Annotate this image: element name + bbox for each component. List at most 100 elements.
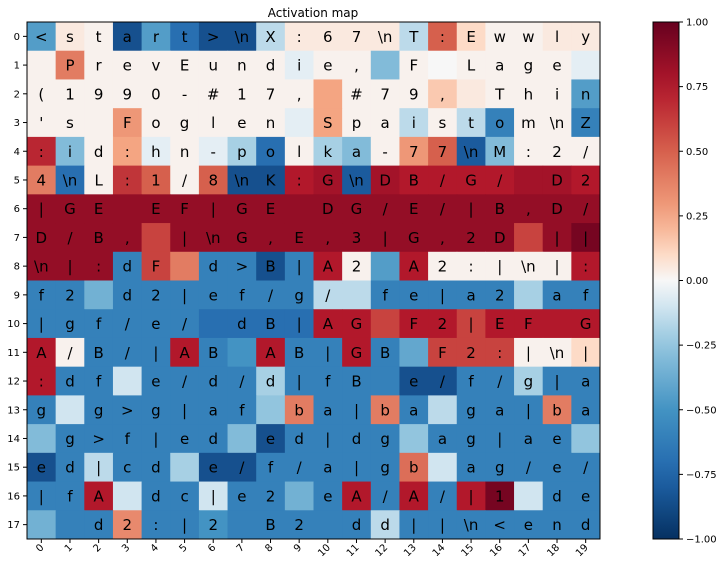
heatmap-cell: [141, 309, 171, 339]
heatmap-cell: [27, 481, 57, 511]
heatmap-cell: [256, 452, 286, 483]
cell-token: d: [380, 516, 390, 534]
heatmap-cell: [27, 22, 57, 52]
heatmap-cell: [313, 510, 343, 540]
heatmap-cell: [256, 309, 286, 339]
heatmap-cell: [514, 165, 544, 195]
cell-token: |: [153, 430, 158, 448]
heatmap-cell: [399, 136, 429, 167]
cell-token: |: [554, 258, 559, 276]
heatmap-cell: [284, 481, 314, 511]
heatmap-cell: [399, 194, 429, 224]
cell-token: e: [552, 459, 561, 477]
heatmap-cell: [141, 481, 171, 511]
cell-token: h: [151, 143, 161, 161]
heatmap-cell: [485, 251, 515, 281]
cell-token: :: [153, 516, 158, 534]
cell-token: g: [294, 286, 304, 304]
cell-token: f: [583, 286, 589, 304]
heatmap-cell: [284, 424, 314, 454]
heatmap-cell: [55, 280, 85, 310]
y-tick-label: 2: [14, 89, 20, 100]
heatmap-cell: [571, 280, 601, 310]
cell-token: \n: [63, 171, 78, 189]
cell-token: d: [237, 315, 247, 333]
heatmap-cell: [112, 510, 143, 540]
cell-token: /: [297, 459, 303, 477]
heatmap-cell: [571, 108, 601, 138]
heatmap-cell: [342, 424, 372, 454]
heatmap-cell: [112, 337, 143, 368]
cell-token: ,: [125, 229, 130, 247]
colorbar-tick-label: 0.25: [686, 211, 708, 222]
cell-token: 2: [123, 516, 133, 534]
cell-token: n: [552, 516, 562, 534]
heatmap-cell: [370, 251, 400, 281]
heatmap-cell: [370, 309, 400, 339]
cell-token: t: [182, 28, 188, 46]
cell-token: ,: [440, 229, 445, 247]
cell-token: D: [322, 200, 334, 218]
cell-token: o: [495, 114, 504, 132]
heatmap-cell: [428, 50, 458, 80]
cell-token: g: [94, 401, 104, 419]
heatmap-cell: [170, 424, 200, 454]
heatmap-cell: [313, 251, 343, 281]
heatmap-cell: [428, 108, 458, 138]
cell-token: a: [323, 401, 332, 419]
heatmap-cell: [456, 251, 486, 281]
heatmap-cell: [141, 79, 171, 109]
heatmap-cell: [141, 194, 171, 224]
heatmap-cell: [27, 395, 57, 425]
cell-token: a: [466, 286, 475, 304]
heatmap-cell: [571, 452, 601, 483]
heatmap-cell: [456, 366, 486, 396]
cell-token: 9: [409, 85, 419, 103]
cell-token: i: [412, 114, 416, 132]
heatmap-cell: [55, 194, 85, 224]
cell-token: :: [469, 258, 474, 276]
heatmap-cell: [84, 424, 114, 454]
heatmap-cell: [428, 22, 458, 52]
cell-token: B: [409, 171, 419, 189]
x-tick-label: 0: [34, 542, 46, 554]
cell-token: T: [494, 85, 505, 103]
cell-token: n: [237, 57, 247, 75]
heatmap-cell: [84, 22, 114, 52]
heatmap-cell: [399, 251, 429, 281]
cell-token: D: [379, 171, 391, 189]
heatmap-cell: [27, 309, 57, 339]
heatmap-cell: [256, 165, 286, 195]
cell-token: d: [65, 373, 75, 391]
heatmap-cell: [313, 50, 343, 80]
heatmap-cell: [227, 165, 257, 195]
heatmap-cell: [456, 337, 486, 368]
cell-token: p: [352, 114, 362, 132]
cell-token: d: [123, 258, 133, 276]
heatmap-cell: [27, 108, 57, 138]
cell-token: G: [64, 200, 76, 218]
heatmap-cell: [399, 424, 429, 454]
heatmap-cell: [399, 108, 429, 138]
cell-token: t: [96, 28, 102, 46]
heatmap-cell: [514, 50, 544, 80]
heatmap-cell: [55, 165, 85, 195]
heatmap-cell: [456, 165, 486, 195]
heatmap-cell: [84, 50, 114, 80]
cell-token: g: [180, 114, 190, 132]
heatmap-cell: [84, 452, 114, 483]
cell-token: #: [207, 85, 220, 103]
heatmap-cell: [514, 337, 544, 368]
heatmap-cell: [514, 424, 544, 454]
cell-token: r: [96, 57, 103, 75]
cell-token: f: [468, 373, 474, 391]
heatmap-cell: [342, 481, 372, 511]
heatmap-cell: [428, 481, 458, 511]
heatmap-cell: [428, 280, 458, 310]
heatmap-cell: [485, 337, 515, 368]
heatmap-cell: [55, 108, 85, 138]
cell-token: \n: [34, 258, 49, 276]
cell-token: a: [352, 143, 361, 161]
cell-token: n: [180, 143, 190, 161]
heatmap-cell: [112, 136, 143, 167]
